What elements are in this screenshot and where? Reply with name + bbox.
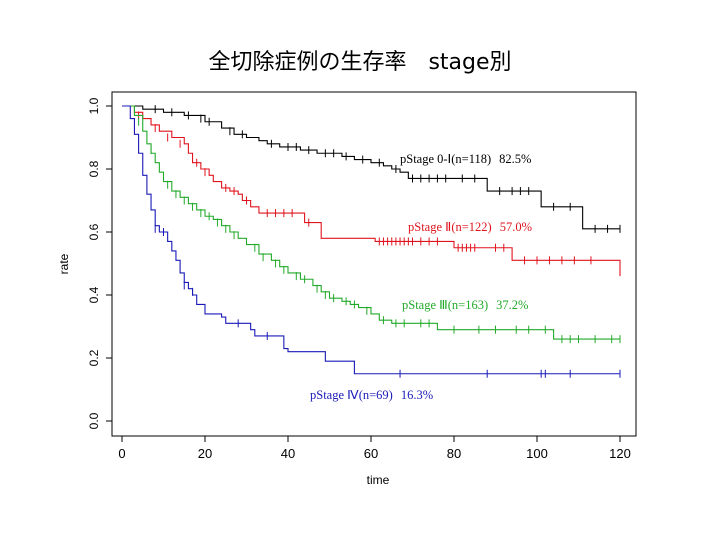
x-tick-label: 0 bbox=[118, 446, 125, 461]
plot-frame bbox=[111, 91, 637, 437]
series-label-2: pStage Ⅱ(n=122) 57.0% bbox=[408, 220, 532, 234]
x-tick-label: 120 bbox=[609, 446, 631, 461]
series-rate: 16.3% bbox=[401, 388, 433, 402]
y-tick-label: 0.8 bbox=[87, 160, 101, 177]
x-tick-label: 60 bbox=[364, 446, 378, 461]
series-label-4: pStage Ⅳ(n=69) 16.3% bbox=[310, 388, 433, 402]
page-title: 全切除症例の生存率 stage別 bbox=[208, 50, 512, 75]
series-rate: 57.0% bbox=[500, 220, 532, 234]
survival-curve-4 bbox=[122, 105, 620, 375]
series-rate: 37.2% bbox=[496, 298, 528, 312]
series-name: pStage Ⅳ bbox=[310, 388, 359, 402]
series-name: pStage Ⅲ bbox=[402, 298, 448, 312]
x-tick-label: 20 bbox=[198, 446, 212, 461]
x-tick-label: 100 bbox=[526, 446, 548, 461]
y-tick-label: 0.0 bbox=[87, 412, 101, 429]
y-tick-label: 0.4 bbox=[87, 286, 101, 303]
x-tick-label: 40 bbox=[281, 446, 295, 461]
series-n: (n=69) bbox=[359, 388, 393, 402]
series-label-3: pStage Ⅲ(n=163) 37.2% bbox=[402, 298, 528, 312]
y-tick-label: 0.2 bbox=[87, 349, 101, 366]
x-tick-label: 80 bbox=[447, 446, 461, 461]
y-axis-label: rate bbox=[57, 253, 71, 274]
x-axis-label: time bbox=[367, 473, 390, 487]
series-n: (n=163) bbox=[448, 298, 488, 312]
series-n: (n=122) bbox=[451, 220, 491, 234]
series-rate: 82.5% bbox=[499, 152, 531, 166]
survival-curve-2 bbox=[122, 105, 621, 277]
series-label-1: pStage 0-Ⅰ(n=118) 82.5% bbox=[400, 152, 531, 166]
series-n: (n=118) bbox=[451, 152, 491, 166]
y-tick-label: 1.0 bbox=[87, 97, 101, 114]
y-tick-label: 0.6 bbox=[87, 223, 101, 240]
series-name: pStage Ⅱ bbox=[408, 220, 451, 234]
series-name: pStage 0-Ⅰ bbox=[400, 152, 451, 166]
